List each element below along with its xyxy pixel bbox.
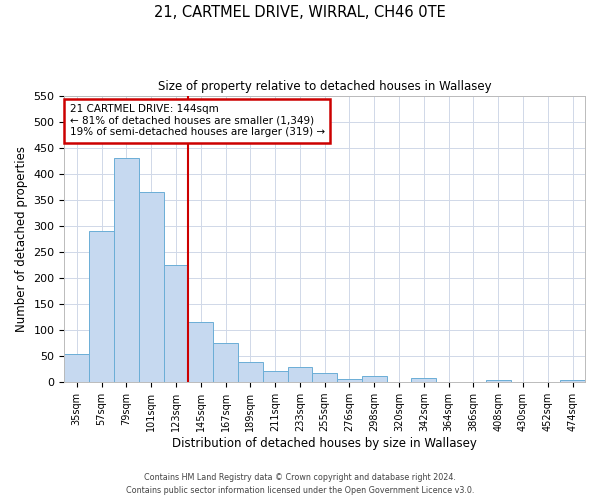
X-axis label: Distribution of detached houses by size in Wallasey: Distribution of detached houses by size … — [172, 437, 477, 450]
Bar — [213, 343, 238, 382]
Bar — [337, 378, 362, 382]
Bar — [164, 265, 188, 382]
Bar — [412, 378, 436, 382]
Bar — [89, 231, 114, 382]
Text: 21 CARTMEL DRIVE: 144sqm
← 81% of detached houses are smaller (1,349)
19% of sem: 21 CARTMEL DRIVE: 144sqm ← 81% of detach… — [70, 104, 325, 138]
Bar — [313, 373, 337, 382]
Y-axis label: Number of detached properties: Number of detached properties — [15, 146, 28, 332]
Bar — [287, 367, 313, 382]
Title: Size of property relative to detached houses in Wallasey: Size of property relative to detached ho… — [158, 80, 491, 93]
Bar — [139, 192, 164, 382]
Bar — [362, 376, 386, 382]
Bar — [486, 380, 511, 382]
Bar — [238, 362, 263, 382]
Text: Contains HM Land Registry data © Crown copyright and database right 2024.
Contai: Contains HM Land Registry data © Crown c… — [126, 474, 474, 495]
Bar — [64, 354, 89, 382]
Bar — [188, 322, 213, 382]
Bar — [560, 380, 585, 382]
Bar — [263, 371, 287, 382]
Text: 21, CARTMEL DRIVE, WIRRAL, CH46 0TE: 21, CARTMEL DRIVE, WIRRAL, CH46 0TE — [154, 5, 446, 20]
Bar — [114, 158, 139, 382]
